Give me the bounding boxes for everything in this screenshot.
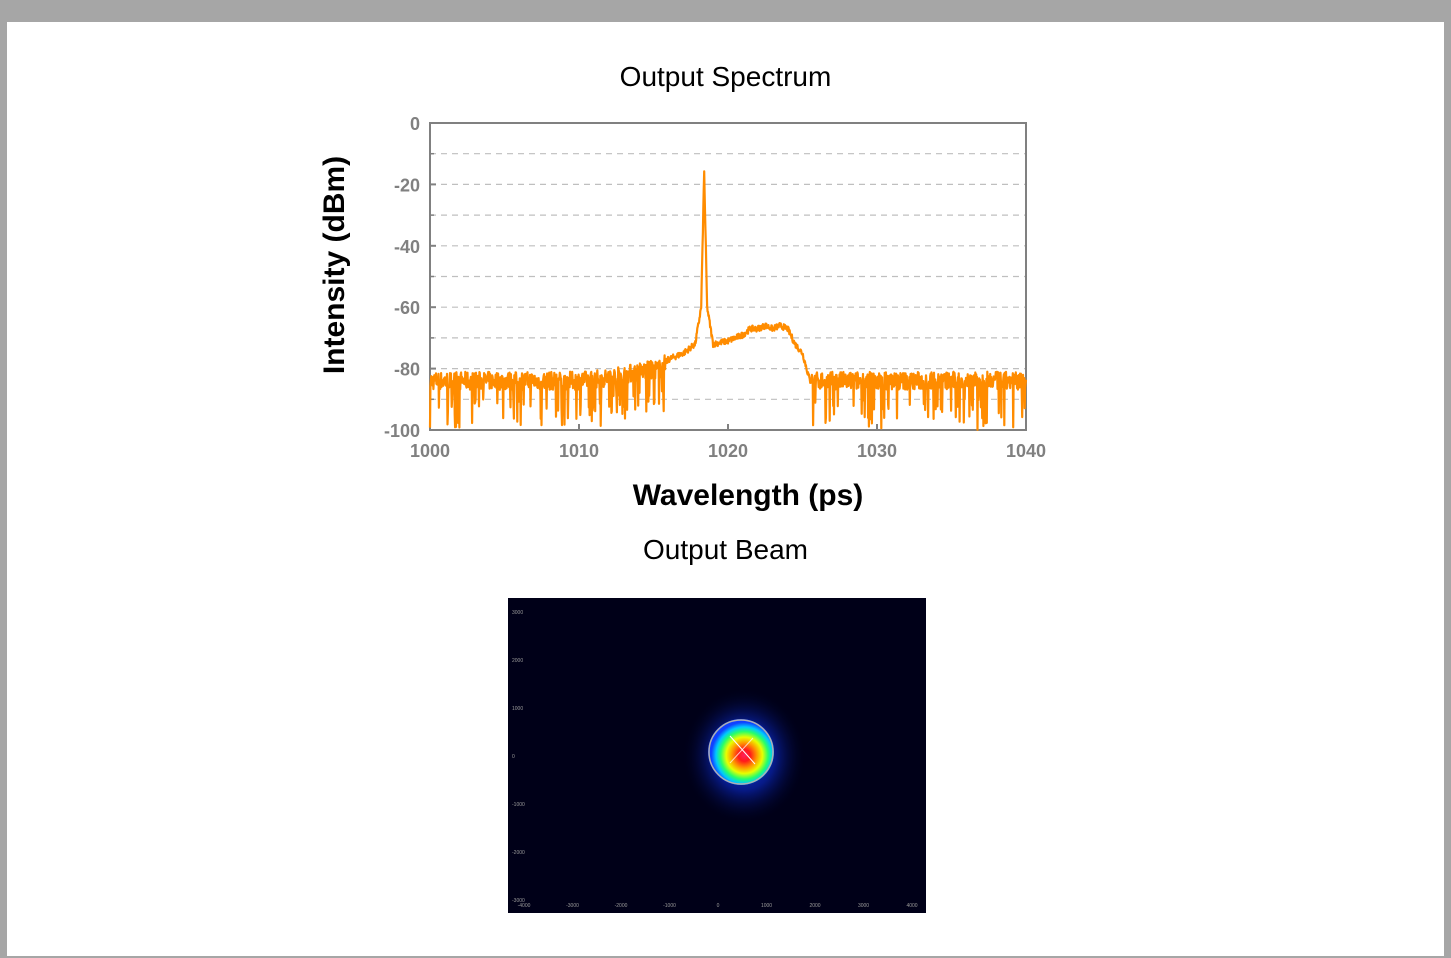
- x-tick-label: 1030: [857, 441, 897, 461]
- x-tick-label: 1020: [708, 441, 748, 461]
- beam-y-tick-label: 1000: [512, 706, 523, 712]
- beam-y-tick-label: 3000: [512, 610, 523, 616]
- x-tick-label: 1000: [410, 441, 450, 461]
- y-tick-label: -40: [394, 237, 420, 257]
- beam-y-tick-label: -1000: [512, 802, 525, 808]
- beam-x-tick-label: -2000: [615, 903, 628, 909]
- spectrum-section-title: Output Spectrum: [619, 61, 832, 92]
- y-axis-label: Intensity (dBm): [318, 156, 351, 374]
- x-axis-label: Wavelength (ps): [633, 479, 864, 512]
- y-tick-label: -80: [394, 360, 420, 380]
- beam-x-tick-label: 2000: [809, 903, 820, 909]
- x-tick-label: 1040: [1006, 441, 1046, 461]
- beam-y-tick-label: -3000: [512, 898, 525, 904]
- beam-y-tick-label: 0: [512, 754, 515, 760]
- beam-x-tick-label: 3000: [858, 903, 869, 909]
- beam-section-title: Output Beam: [643, 534, 808, 565]
- spectrum-series-line: [428, 170, 1028, 431]
- beam-x-tick-label: -1000: [663, 903, 676, 909]
- beam-x-tick-label: -3000: [566, 903, 579, 909]
- beam-y-tick-label: 2000: [512, 658, 523, 664]
- beam-x-tick-label: 1000: [761, 903, 772, 909]
- y-tick-label: -100: [384, 421, 420, 441]
- beam-profile-image: -4000 -3000 -2000 -1000 0 1000 2000 3000 4000300…: [508, 598, 926, 913]
- x-tick-label: 1010: [559, 441, 599, 461]
- y-tick-label: -20: [394, 175, 420, 195]
- beam-x-tick-label: -4000: [518, 903, 531, 909]
- beam-core: [708, 719, 774, 785]
- beam-y-tick-label: -2000: [512, 850, 525, 856]
- beam-fit-circle: [708, 719, 774, 785]
- beam-axis-line: [729, 737, 754, 764]
- beam-x-tick-label: 4000: [906, 903, 917, 909]
- beam-axis-labels: -4000 -3000 -2000 -1000 0 1000 2000 3000 4000300…: [512, 610, 918, 909]
- beam-x-tick-label: 0: [717, 903, 720, 909]
- y-tick-label: 0: [410, 114, 420, 134]
- y-tick-label: -60: [394, 298, 420, 318]
